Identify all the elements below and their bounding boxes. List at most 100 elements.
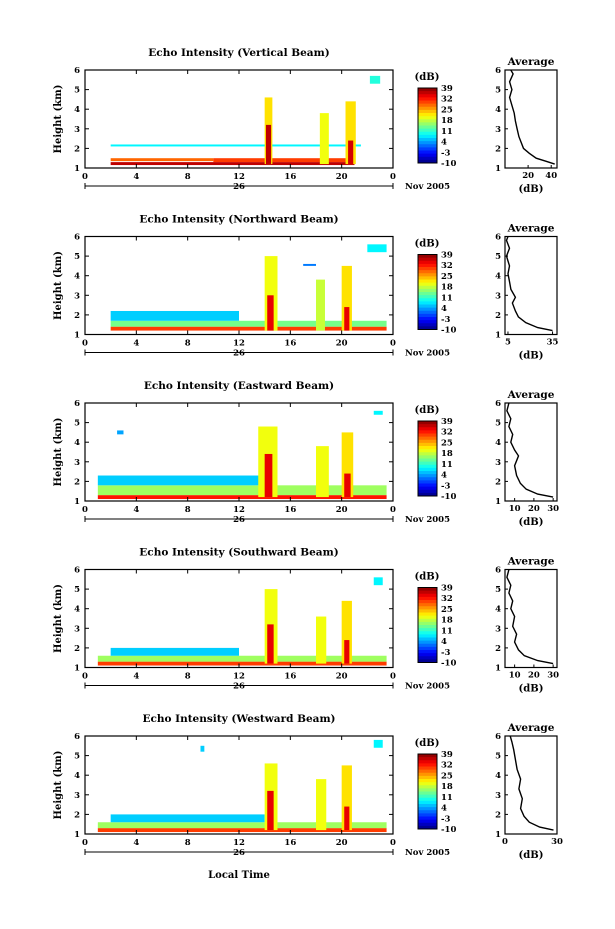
x-tick-label: 20 — [336, 339, 348, 349]
y-tick-label: 3 — [74, 125, 80, 135]
y-tick-label: 2 — [74, 477, 80, 487]
y-tick-label: 2 — [74, 644, 80, 654]
x-tick-label: 8 — [185, 505, 191, 515]
average-profile-line — [508, 69, 555, 165]
colorbar-segment — [418, 301, 437, 305]
colorbar-segment — [418, 263, 437, 268]
y-tick-label: 6 — [74, 566, 80, 576]
average-y-tick-label: 4 — [495, 438, 501, 448]
echo-cell — [319, 113, 329, 165]
average-y-tick-label: 4 — [495, 105, 501, 115]
colorbar-segment — [418, 304, 437, 309]
colorbar-segment — [418, 270, 437, 274]
colorbar-segment — [418, 260, 437, 265]
y-tick-label: 4 — [74, 771, 80, 781]
colorbar-segment — [418, 483, 437, 488]
y-tick-label: 1 — [74, 664, 80, 674]
x-tick-label: 20 — [336, 505, 348, 515]
average-y-tick-label: 5 — [495, 86, 501, 96]
colorbar-tick-label: 4 — [441, 304, 447, 314]
x-tick-label: 20 — [336, 672, 348, 682]
x-tick-label: 0 — [82, 672, 88, 682]
colorbar-segment — [418, 317, 437, 321]
colorbar-segment — [418, 769, 437, 774]
colorbar-frame — [417, 753, 438, 830]
average-y-tick-label: 2 — [495, 810, 501, 820]
colorbar-segment — [418, 825, 437, 830]
colorbar-tick-label: 25 — [441, 105, 453, 115]
average-y-tick-label: 3 — [495, 125, 501, 135]
colorbar-segment — [418, 471, 437, 475]
date-label: 26 — [233, 515, 245, 525]
x-tick-label: 0 — [82, 505, 88, 515]
colorbar-segment — [418, 486, 437, 491]
average-frame — [504, 402, 558, 502]
average-y-tick-label: 6 — [495, 732, 501, 742]
colorbar-segment — [418, 813, 437, 817]
echo-cell — [110, 814, 265, 823]
panel-title: Echo Intensity (Southward Beam) — [139, 547, 338, 559]
colorbar-segment — [418, 254, 437, 259]
colorbar-segment — [418, 775, 437, 780]
average-y-tick-label: 2 — [495, 477, 501, 487]
echo-cell — [97, 485, 387, 496]
x-tick-label: 4 — [133, 672, 139, 682]
average-y-tick-label: 3 — [495, 291, 501, 301]
echo-cell — [117, 430, 124, 435]
x-tick-label: 16 — [284, 172, 296, 182]
average-y-tick-label: 4 — [495, 272, 501, 282]
x-tick-label: 4 — [133, 339, 139, 349]
colorbar-segment — [418, 590, 437, 595]
colorbar-segment — [418, 492, 437, 497]
average-y-tick-label: 6 — [495, 566, 501, 576]
colorbar-segment — [418, 436, 437, 441]
y-tick-label: 5 — [74, 419, 80, 429]
y-tick-label: 6 — [74, 399, 80, 409]
colorbar-segment — [418, 94, 437, 98]
y-tick-label: 3 — [74, 791, 80, 801]
echo-cell — [110, 310, 240, 321]
colorbar-segment — [418, 625, 437, 629]
y-tick-label: 1 — [74, 497, 80, 507]
colorbar-segment — [418, 439, 437, 444]
x-tick-label: 16 — [284, 672, 296, 682]
x-tick-label: 0 — [82, 339, 88, 349]
colorbar-segment — [418, 113, 437, 117]
colorbar-segment — [418, 643, 437, 648]
x-tick-label: 0 — [390, 672, 396, 682]
colorbar-frame — [417, 420, 438, 497]
average-x-tick-label: 30 — [547, 671, 559, 681]
colorbar-tick-label: 18 — [441, 116, 453, 126]
colorbar-segment — [418, 449, 437, 453]
average-title: Average — [507, 722, 555, 734]
average-y-tick-label: 1 — [495, 164, 501, 174]
colorbar-segment — [418, 757, 437, 761]
colorbar-segment — [418, 596, 437, 601]
colorbar-tick-label: 11 — [441, 127, 453, 137]
average-y-tick-label: 3 — [495, 791, 501, 801]
x-tick-label: 0 — [390, 505, 396, 515]
average-x-tick-label: 10 — [509, 504, 521, 514]
x-tick-label: 4 — [133, 172, 139, 182]
echo-cell — [264, 453, 273, 498]
echo-cell — [97, 661, 387, 666]
average-x-tick-label: 35 — [547, 338, 559, 348]
y-tick-label: 2 — [74, 144, 80, 154]
average-x-axis-label: (dB) — [519, 351, 544, 362]
colorbar-tick-label: 18 — [441, 616, 453, 626]
x-tick-label: 0 — [390, 339, 396, 349]
colorbar-segment — [418, 646, 437, 651]
month-label: Nov 2005 — [405, 515, 450, 525]
echo-cell — [373, 410, 383, 415]
colorbar-tick-label: -10 — [441, 659, 456, 669]
colorbar-tick-label: 18 — [441, 782, 453, 792]
panel-1: Echo Intensity (Northward Beam)0 4 8 12 16 20… — [53, 214, 559, 362]
x-tick-label: 0 — [82, 838, 88, 848]
colorbar-segment — [418, 819, 437, 824]
colorbar-segment — [418, 779, 437, 783]
colorbar-segment — [418, 156, 437, 161]
colorbar-segment — [418, 772, 437, 777]
echo-cell — [341, 765, 352, 831]
average-y-tick-label: 1 — [495, 830, 501, 840]
